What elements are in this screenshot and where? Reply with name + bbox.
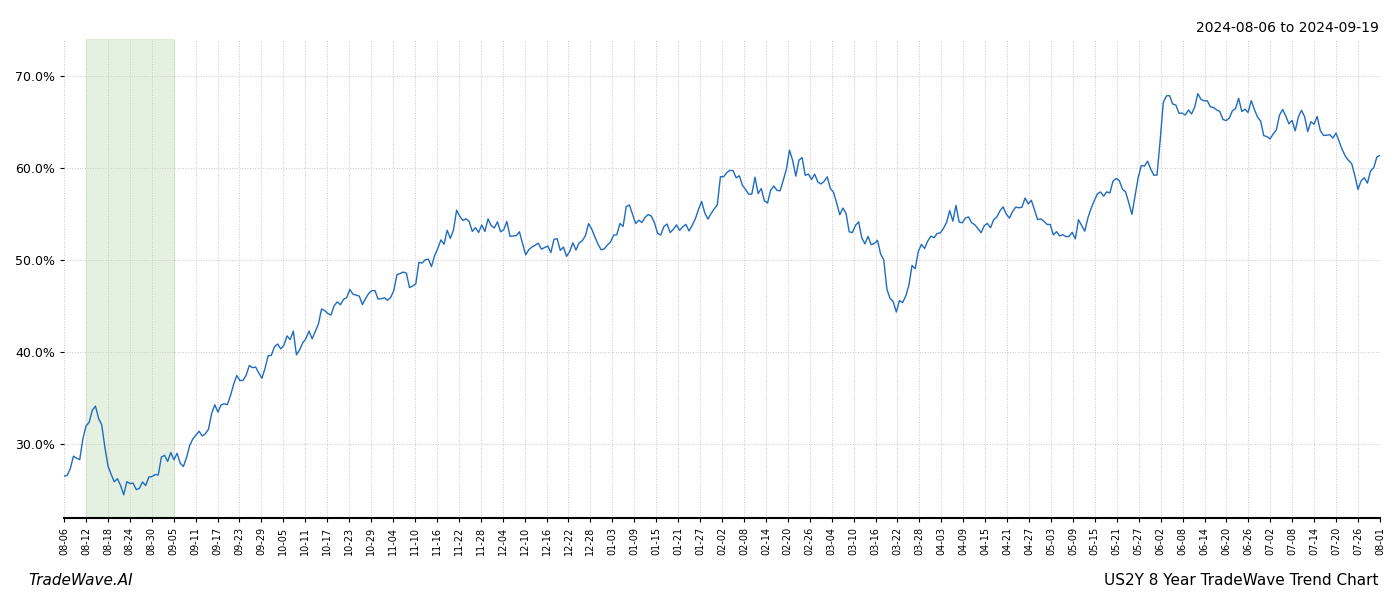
Text: US2Y 8 Year TradeWave Trend Chart: US2Y 8 Year TradeWave Trend Chart bbox=[1105, 573, 1379, 588]
Bar bbox=[85, 39, 174, 518]
Text: TradeWave.AI: TradeWave.AI bbox=[28, 573, 133, 588]
Text: 2024-08-06 to 2024-09-19: 2024-08-06 to 2024-09-19 bbox=[1196, 21, 1379, 35]
